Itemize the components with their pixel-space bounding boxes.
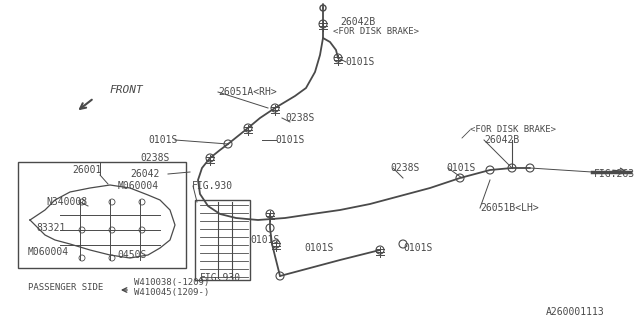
Text: FIG.263: FIG.263 bbox=[594, 169, 635, 179]
Text: <FOR DISK BRAKE>: <FOR DISK BRAKE> bbox=[470, 125, 556, 134]
Text: 0101S: 0101S bbox=[446, 163, 476, 173]
Text: W410038(-1209): W410038(-1209) bbox=[134, 278, 209, 287]
Text: 0101S: 0101S bbox=[304, 243, 333, 253]
Text: PASSENGER SIDE: PASSENGER SIDE bbox=[28, 284, 103, 292]
Text: 0238S: 0238S bbox=[390, 163, 419, 173]
Text: 26051B<LH>: 26051B<LH> bbox=[480, 203, 539, 213]
Text: M060004: M060004 bbox=[118, 181, 159, 191]
Text: 0238S: 0238S bbox=[285, 113, 314, 123]
Text: 0101S: 0101S bbox=[148, 135, 177, 145]
Bar bbox=[195, 200, 250, 280]
Text: 26001: 26001 bbox=[72, 165, 101, 175]
Text: 26042B: 26042B bbox=[484, 135, 519, 145]
Text: 0450S: 0450S bbox=[117, 250, 147, 260]
Text: 0238S: 0238S bbox=[140, 153, 170, 163]
Text: 0101S: 0101S bbox=[275, 135, 305, 145]
Text: 26051A<RH>: 26051A<RH> bbox=[218, 87, 276, 97]
Text: A260001113: A260001113 bbox=[546, 307, 605, 317]
Text: FRONT: FRONT bbox=[110, 85, 144, 95]
Text: 26042: 26042 bbox=[130, 169, 159, 179]
Bar bbox=[18, 162, 186, 268]
Text: 0101S: 0101S bbox=[250, 235, 280, 245]
Text: M060004: M060004 bbox=[28, 247, 69, 257]
Text: 0101S: 0101S bbox=[345, 57, 374, 67]
Text: 0101S: 0101S bbox=[403, 243, 433, 253]
Text: FIG.930: FIG.930 bbox=[192, 181, 233, 191]
Text: 83321: 83321 bbox=[36, 223, 65, 233]
Text: W410045(1209-): W410045(1209-) bbox=[134, 289, 209, 298]
Text: N340008: N340008 bbox=[46, 197, 87, 207]
Text: 26042B: 26042B bbox=[340, 17, 375, 27]
Text: <FOR DISK BRAKE>: <FOR DISK BRAKE> bbox=[333, 28, 419, 36]
Text: FIG.930: FIG.930 bbox=[200, 273, 241, 283]
